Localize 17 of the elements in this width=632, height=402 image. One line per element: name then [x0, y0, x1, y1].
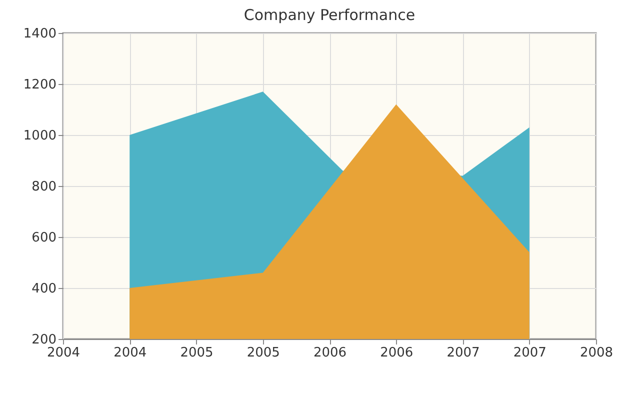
chart-title: Company Performance: [244, 6, 416, 24]
x-tick-label: 2005: [246, 346, 280, 360]
x-tick-label: 2007: [513, 346, 546, 360]
y-tick-label: 1200: [23, 78, 56, 92]
x-tick-label: 2007: [446, 346, 480, 360]
y-tick-label: 400: [32, 282, 56, 296]
x-tick-label: 2004: [114, 346, 147, 360]
y-tick-label: 200: [32, 332, 56, 348]
x-tick-label: 2006: [313, 346, 347, 360]
x-tick-label: 2004: [46, 346, 80, 360]
x-tick-label: 2005: [180, 346, 214, 360]
x-tick-label: 2006: [380, 346, 414, 360]
x-tick-label: 2008: [580, 346, 614, 360]
y-tick-label: 800: [32, 180, 56, 194]
y-tick-label: 600: [32, 230, 56, 246]
y-tick-label: 1000: [23, 128, 56, 144]
y-tick-label: 1400: [23, 26, 56, 42]
